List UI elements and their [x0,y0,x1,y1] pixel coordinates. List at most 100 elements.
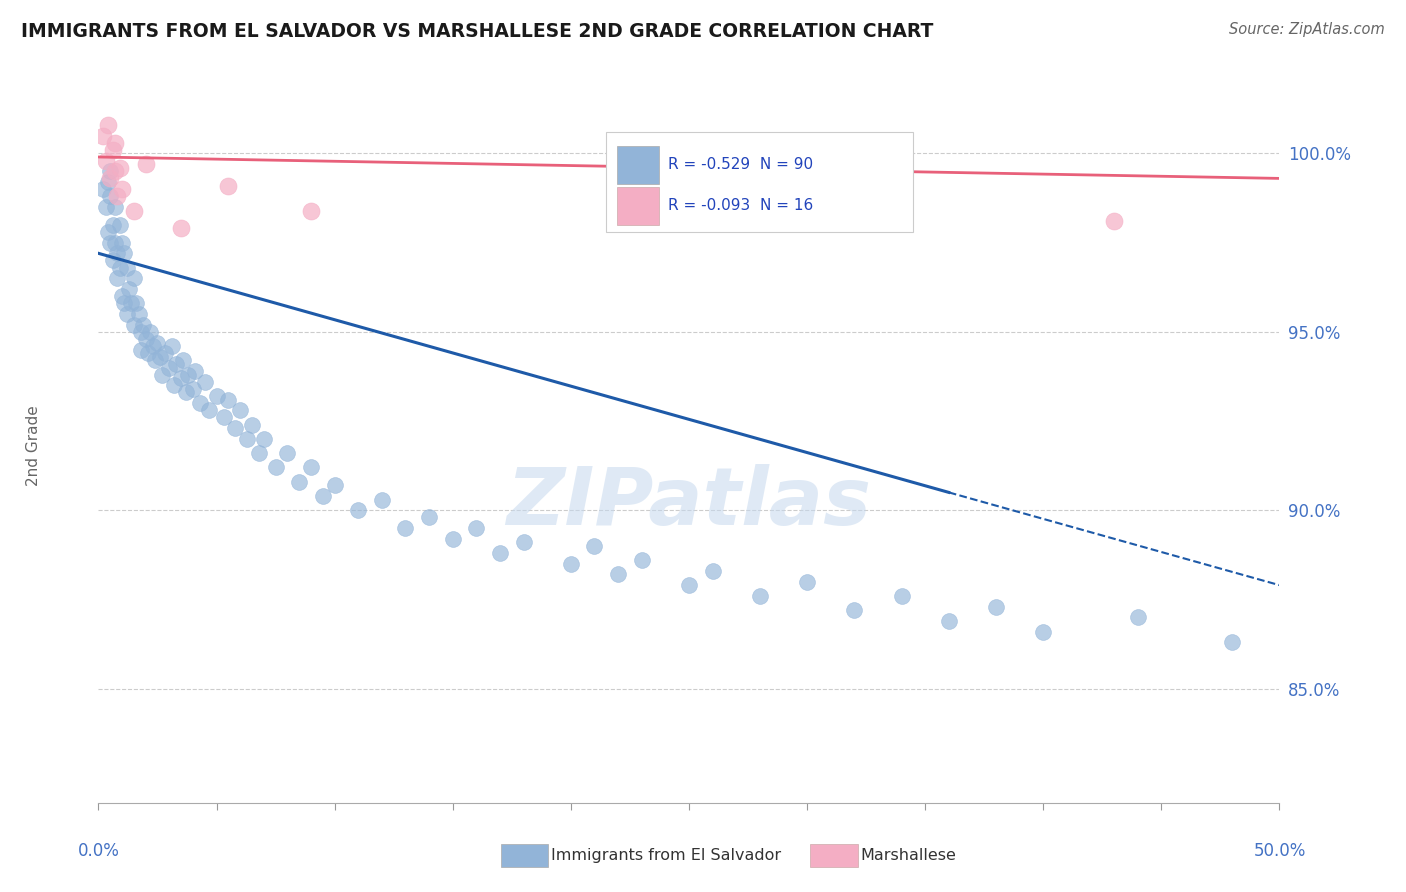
Text: Marshallese: Marshallese [860,848,956,863]
Point [890,589,912,603]
Point [98,164,121,178]
Point [125,296,148,310]
Point [111,289,134,303]
Point [104,136,127,150]
Point [115,307,138,321]
Point [121,296,143,310]
Point [276,446,298,460]
Point [135,157,157,171]
Point [441,532,464,546]
Point [371,492,394,507]
Point [394,521,416,535]
Point [112,246,135,260]
Point [184,364,207,378]
Point [607,567,630,582]
Point [177,368,200,382]
Point [136,346,159,360]
Point [105,271,128,285]
Point [247,446,270,460]
Text: ZIPatlas: ZIPatlas [506,464,872,542]
Text: 0.0%: 0.0% [77,842,120,860]
Point [253,432,276,446]
Point [108,218,131,232]
Point [748,589,770,603]
Point [347,503,370,517]
Text: R = -0.093  N = 16: R = -0.093 N = 16 [668,198,813,213]
Point [678,578,700,592]
Point [174,385,197,400]
Point [205,389,228,403]
Point [217,392,239,407]
Point [170,221,193,235]
Point [101,143,124,157]
Point [122,203,145,218]
Point [198,403,221,417]
Text: IMMIGRANTS FROM EL SALVADOR VS MARSHALLESE 2ND GRADE CORRELATION CHART: IMMIGRANTS FROM EL SALVADOR VS MARSHALLE… [21,22,934,41]
Point [844,603,866,617]
FancyBboxPatch shape [606,132,914,232]
Point [105,246,128,260]
Point [98,171,121,186]
Point [163,378,186,392]
Point [224,421,246,435]
Point [212,410,235,425]
Point [418,510,440,524]
Point [111,235,134,250]
Point [160,339,183,353]
Point [630,553,652,567]
Point [172,353,194,368]
Point [128,307,150,321]
Point [1102,214,1125,228]
FancyBboxPatch shape [617,145,659,184]
Point [796,574,818,589]
Text: Immigrants from El Salvador: Immigrants from El Salvador [551,848,782,863]
Point [108,260,131,275]
Point [150,368,173,382]
FancyBboxPatch shape [617,187,659,226]
Point [104,200,127,214]
Point [312,489,335,503]
Point [984,599,1007,614]
Point [142,339,165,353]
Point [323,478,346,492]
Point [217,178,239,193]
Point [101,218,124,232]
Point [101,253,124,268]
Point [1126,610,1149,624]
Point [157,360,180,375]
Point [181,382,204,396]
Point [97,225,120,239]
Point [111,182,134,196]
Point [194,375,217,389]
Point [129,343,152,357]
Point [94,153,117,168]
Text: Source: ZipAtlas.com: Source: ZipAtlas.com [1229,22,1385,37]
Point [236,432,259,446]
Point [91,182,114,196]
Point [91,128,114,143]
Text: R = -0.529  N = 90: R = -0.529 N = 90 [668,157,813,171]
Point [170,371,193,385]
Point [118,282,141,296]
Point [98,235,121,250]
Text: 50.0%: 50.0% [1253,842,1306,860]
Point [240,417,263,432]
Point [104,235,127,250]
Point [299,460,322,475]
Point [583,539,606,553]
Point [264,460,287,475]
Point [153,346,176,360]
Point [129,325,152,339]
Point [108,161,131,175]
Point [229,403,252,417]
Point [122,318,145,332]
Point [188,396,211,410]
Point [702,564,724,578]
Point [489,546,512,560]
Point [288,475,311,489]
Point [97,175,120,189]
Point [143,353,166,368]
Text: 2nd Grade: 2nd Grade [25,406,41,486]
Point [299,203,322,218]
Point [560,557,582,571]
